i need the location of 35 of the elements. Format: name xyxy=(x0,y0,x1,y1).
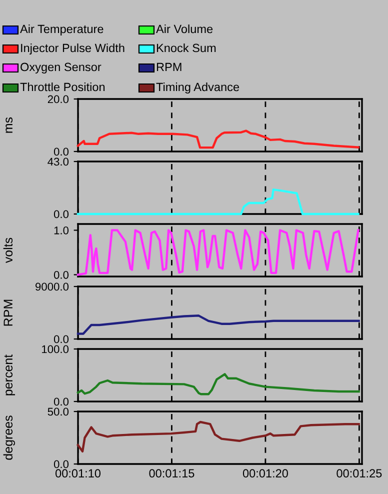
line-series xyxy=(76,373,360,396)
y-tick-label: 20.0 xyxy=(48,95,69,104)
y-tick-label: 9000.0 xyxy=(36,282,69,291)
y-tick-label: 50.0 xyxy=(48,408,69,416)
legend-label: Knock Sum xyxy=(156,44,216,52)
legend-label: Air Volume xyxy=(156,24,213,34)
legend-label: Oxygen Sensor xyxy=(20,62,102,74)
x-tick-label: 00:01:20 xyxy=(242,469,288,478)
legend-label: Air Temperature xyxy=(20,24,104,36)
legend-label: Injector Pulse Width xyxy=(21,44,124,54)
y-tick-label: 100.0 xyxy=(42,345,69,354)
line-series xyxy=(76,188,360,216)
y-tick-label: 43.0 xyxy=(48,158,69,166)
line-series xyxy=(76,420,360,453)
y-axis-title: degrees xyxy=(3,416,15,460)
y-axis-title: percent xyxy=(4,354,15,396)
y-tick-label: 0.0 xyxy=(54,398,69,406)
y-axis-title: volts xyxy=(3,238,13,264)
y-tick-label: 0.0 xyxy=(54,210,69,218)
x-tick-label: 00:01:25 xyxy=(336,469,382,478)
legend-label: RPM xyxy=(156,62,182,72)
y-tick-label: 0.0 xyxy=(54,148,69,156)
y-tick-label: 1.0 xyxy=(54,226,69,234)
x-tick-label: 00:01:15 xyxy=(149,469,194,478)
y-tick-label: 0.0 xyxy=(54,335,69,344)
legend-label: Throttle Position xyxy=(20,82,105,92)
y-tick-label: 0.0 xyxy=(54,460,69,468)
y-axis-title: RPM xyxy=(4,300,12,326)
line-series xyxy=(76,314,360,335)
line-series xyxy=(76,130,360,149)
x-tick-label: 00:01:10 xyxy=(55,469,101,478)
line-series xyxy=(76,229,360,276)
y-axis-title: ms xyxy=(6,117,13,133)
legend-label: Timing Advance xyxy=(156,82,240,94)
y-tick-label: 0.0 xyxy=(54,270,69,279)
